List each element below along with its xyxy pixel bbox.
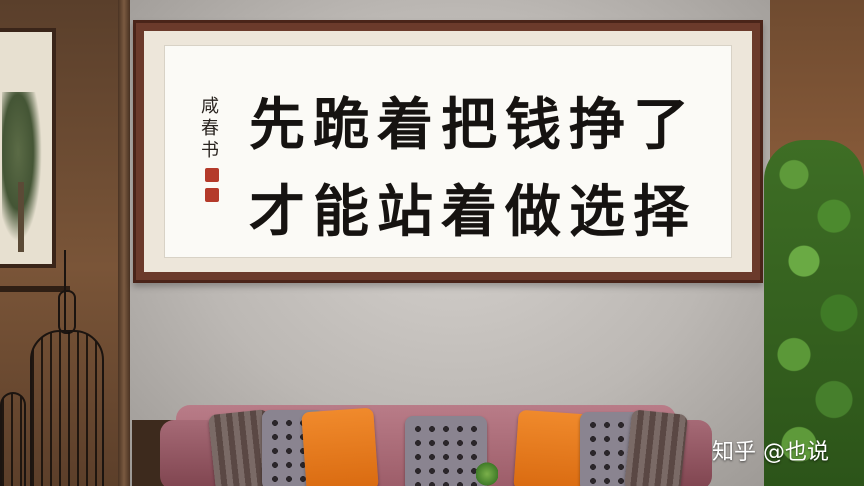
calligraphy-line-1: 先跪着把钱挣了 (249, 80, 749, 161)
frame-mat: 咸春书 先跪着把钱挣了 才能站着做选择 (144, 31, 752, 272)
calligraphy-line-2: 才能站着做选择 (249, 167, 749, 248)
red-seal-stamp (205, 168, 219, 182)
calligraphy-frame: 咸春书 先跪着把钱挣了 才能站着做选择 (133, 20, 763, 283)
wall-shelf (0, 286, 70, 292)
cushion-orange (513, 410, 588, 486)
zhihu-watermark: 知乎 @也说 (712, 434, 829, 466)
birdcage (30, 330, 104, 486)
birdcage-small (0, 392, 26, 486)
small-plant (476, 462, 498, 486)
artist-signature: 咸春书 (201, 96, 219, 162)
cushion-orange (301, 408, 379, 486)
painting-trunk (18, 182, 24, 252)
red-seal-stamp (205, 188, 219, 202)
birdcage-ring (58, 290, 76, 334)
cushion-striped (624, 409, 688, 486)
wall-pilaster (118, 0, 130, 486)
calligraphy-paper: 咸春书 先跪着把钱挣了 才能站着做选择 (164, 45, 732, 258)
cushion-patterned (405, 416, 487, 486)
left-painting (0, 28, 56, 268)
